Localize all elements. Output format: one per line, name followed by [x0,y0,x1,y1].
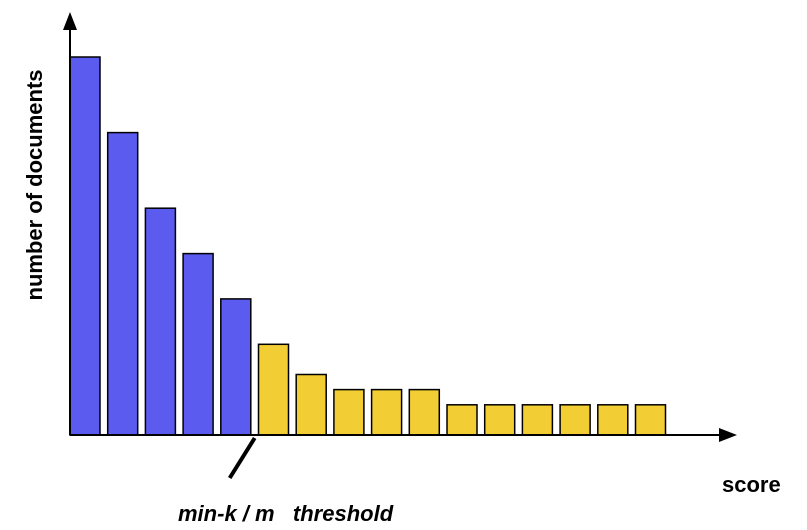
bar-15 [597,404,629,436]
bar-8 [333,388,365,436]
bar-2 [106,131,139,436]
threshold-marker [228,436,257,480]
bar-9 [370,388,403,436]
bar-4 [182,252,214,436]
bar-1 [69,56,101,436]
y-axis-arrow-icon [63,12,77,30]
bar-12 [483,404,516,436]
x-axis-label: score [722,472,781,497]
bar-13 [521,404,554,436]
threshold-label: min-k / m threshold [178,501,394,526]
bar-6 [257,343,290,436]
x-axis-arrow-icon [719,428,737,442]
bar-16 [634,404,667,436]
bar-5 [220,298,252,436]
bar-14 [559,404,591,436]
bar-3 [144,207,177,436]
y-axis-label: number of documents [22,69,47,300]
bars-group [69,56,667,436]
bar-10 [408,388,441,436]
bar-7 [295,373,327,436]
bar-11 [446,404,478,436]
